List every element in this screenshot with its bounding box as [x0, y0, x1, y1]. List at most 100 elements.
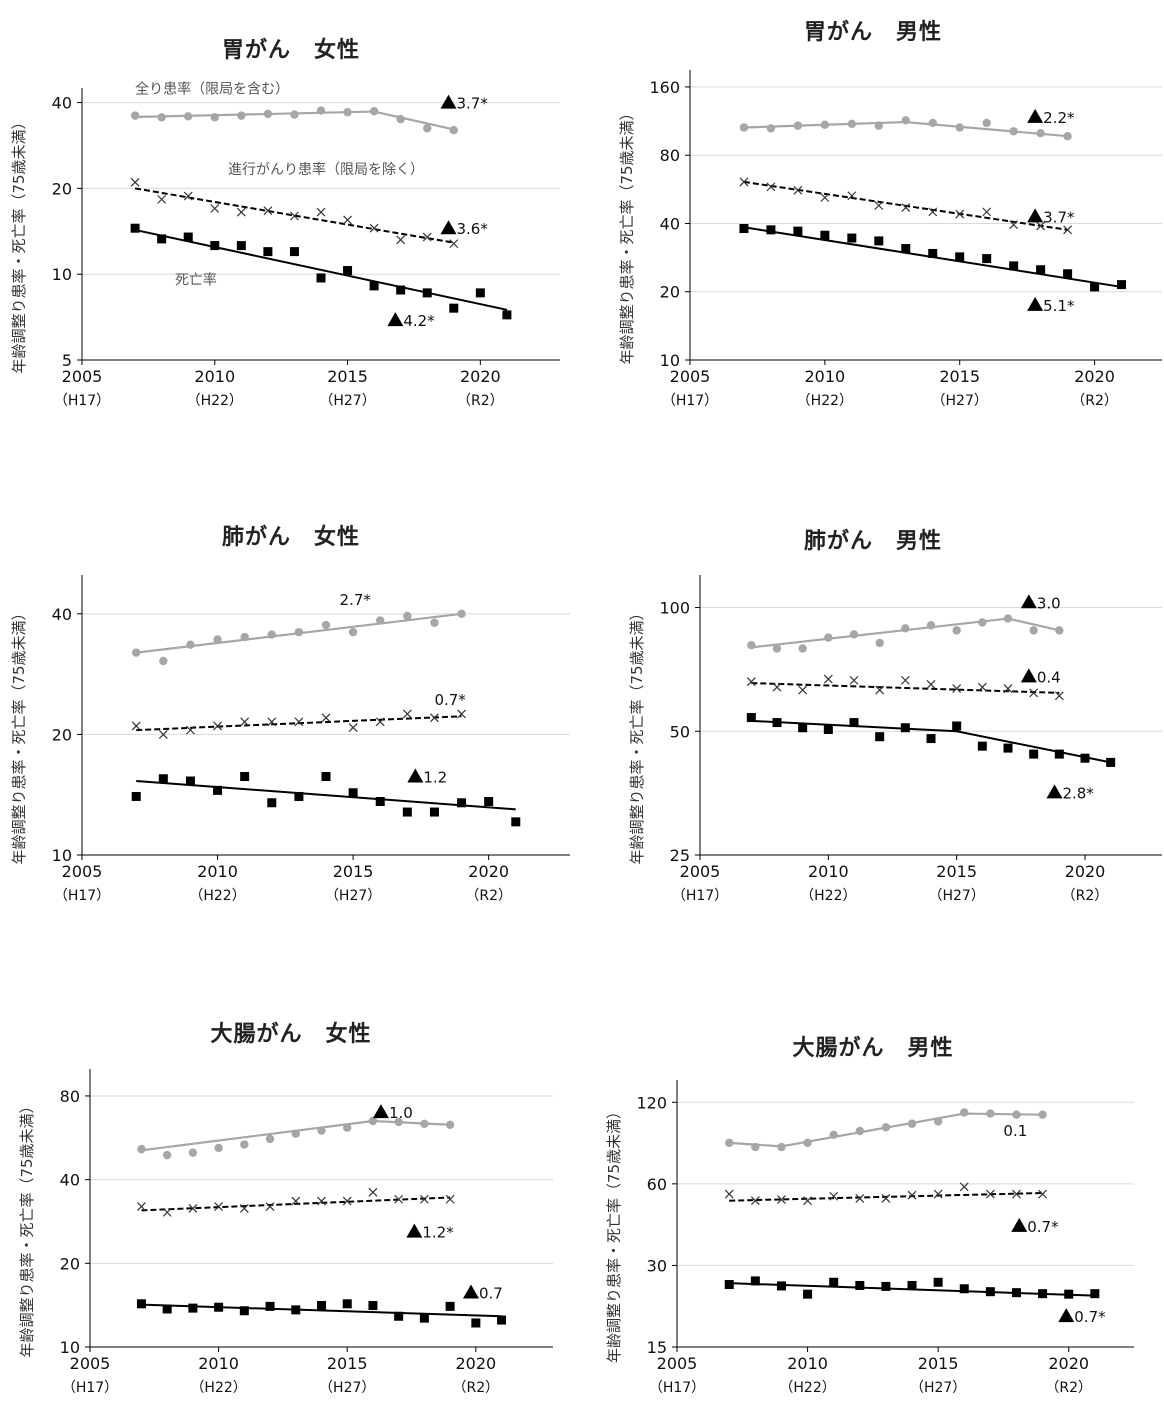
data-point [1003, 684, 1013, 694]
trend-annotation: 0.4 [1037, 668, 1061, 686]
x-tick-sublabel: （R2） [453, 1380, 500, 1396]
data-point [1003, 743, 1013, 753]
chart-svg: 10 20 40 80 160 2005 （H17） 2010 （H22） 2015 （H27） 20… [618, 70, 1162, 409]
data-point [471, 1318, 481, 1328]
data-point [874, 121, 883, 130]
trend-annotation: 4.2* [403, 312, 435, 330]
data-point [823, 674, 833, 684]
trend-annotation: 2.7* [340, 591, 372, 609]
decrease-triangle-icon [440, 220, 457, 235]
data-point [1038, 1110, 1047, 1119]
data-point [445, 1120, 455, 1129]
x-tick-label: 2015 [939, 367, 980, 386]
data-point [343, 215, 352, 225]
x-tick-sublabel: （R2） [465, 888, 512, 904]
trend-annotation: 0.7 [479, 1285, 503, 1303]
data-point [874, 236, 884, 246]
data-point [316, 207, 326, 217]
data-point [803, 1289, 813, 1299]
data-point [239, 1306, 249, 1316]
data-point [267, 630, 276, 639]
data-point [1054, 749, 1064, 759]
data-point [803, 1138, 812, 1148]
x-tick-sublabel: （H17） [649, 1380, 705, 1396]
trend-annotation: 5.1* [1043, 297, 1075, 315]
data-point [214, 1302, 224, 1312]
data-point [1029, 749, 1039, 759]
data-point [403, 611, 412, 621]
data-point [317, 1126, 326, 1135]
y-tick-label: 50 [670, 722, 690, 741]
data-point [955, 252, 965, 262]
data-point [342, 1196, 352, 1206]
x-tick-label: 2015 [327, 367, 368, 386]
data-point [739, 177, 749, 187]
data-point [977, 682, 987, 692]
chart-svg: 10 20 40 80 2005 （H17） 2010 （H22） 2015 （H27） 2020 （… [18, 1069, 553, 1396]
data-point [1080, 753, 1090, 763]
chart-title: 胃がん 女性 [221, 38, 360, 63]
data-point [739, 224, 749, 234]
trend-line [751, 617, 1060, 649]
x-tick-sublabel: （H22） [190, 1380, 246, 1396]
data-point [263, 109, 273, 119]
data-point [369, 223, 379, 233]
x-tick-label: 2020 [1065, 862, 1106, 881]
x-tick-label: 2010 [808, 862, 849, 881]
x-tick-sublabel: （H22） [800, 888, 856, 904]
x-tick-sublabel: （H17） [54, 393, 110, 409]
data-point [724, 1280, 734, 1290]
x-tick-label: 2010 [198, 1354, 239, 1373]
data-point [875, 685, 885, 695]
trend-annotation: 0.1 [1003, 1122, 1027, 1140]
data-point [402, 709, 412, 719]
y-tick-label: 20 [660, 283, 680, 302]
x-tick-label: 2005 [62, 367, 103, 386]
data-point [849, 630, 859, 639]
trend-line [729, 1192, 1043, 1202]
decrease-triangle-icon [440, 94, 457, 109]
data-point [777, 1142, 786, 1152]
decrease-triangle-icon [407, 768, 424, 783]
decrease-triangle-icon [406, 1223, 423, 1238]
data-point [368, 1116, 378, 1126]
data-point [321, 713, 331, 723]
trend-annotation: 0.7* [1074, 1308, 1106, 1326]
trend-annotation: 1.0 [389, 1104, 413, 1122]
data-point [1036, 265, 1046, 275]
trend-annotation: 1.2 [423, 769, 447, 787]
data-point [820, 230, 830, 240]
data-point [1090, 282, 1100, 292]
data-point [290, 211, 299, 221]
y-tick-label: 20 [52, 725, 72, 744]
data-point [213, 635, 222, 644]
data-point [985, 1189, 995, 1199]
data-point [750, 1196, 760, 1206]
data-point [419, 1194, 429, 1204]
data-point [130, 223, 140, 233]
data-point [1063, 269, 1073, 279]
data-point [394, 1117, 403, 1127]
trend-line [136, 715, 462, 732]
data-point [265, 1202, 275, 1211]
data-point [820, 120, 830, 129]
decrease-triangle-icon [1011, 1217, 1028, 1232]
data-point [457, 798, 467, 808]
data-point [236, 207, 246, 217]
y-tick-label: 15 [647, 1338, 667, 1357]
trend-line [141, 1196, 451, 1212]
data-point [1009, 127, 1018, 136]
trend-annotation: 3.6* [457, 220, 489, 238]
x-tick-sublabel: （H17） [672, 888, 728, 904]
chart-svg: 5 10 20 40 2005 （H17） 2010 （H22） 2015 （H27） 2020 （R… [10, 81, 560, 409]
data-point [375, 797, 385, 807]
data-point [186, 725, 195, 735]
data-point [449, 303, 459, 313]
x-tick-sublabel: （H22） [187, 393, 243, 409]
decrease-triangle-icon [1020, 594, 1037, 609]
data-point [982, 254, 992, 264]
data-point [766, 182, 776, 192]
data-point [1063, 132, 1072, 141]
decrease-triangle-icon [372, 1104, 389, 1119]
data-point [952, 684, 962, 694]
